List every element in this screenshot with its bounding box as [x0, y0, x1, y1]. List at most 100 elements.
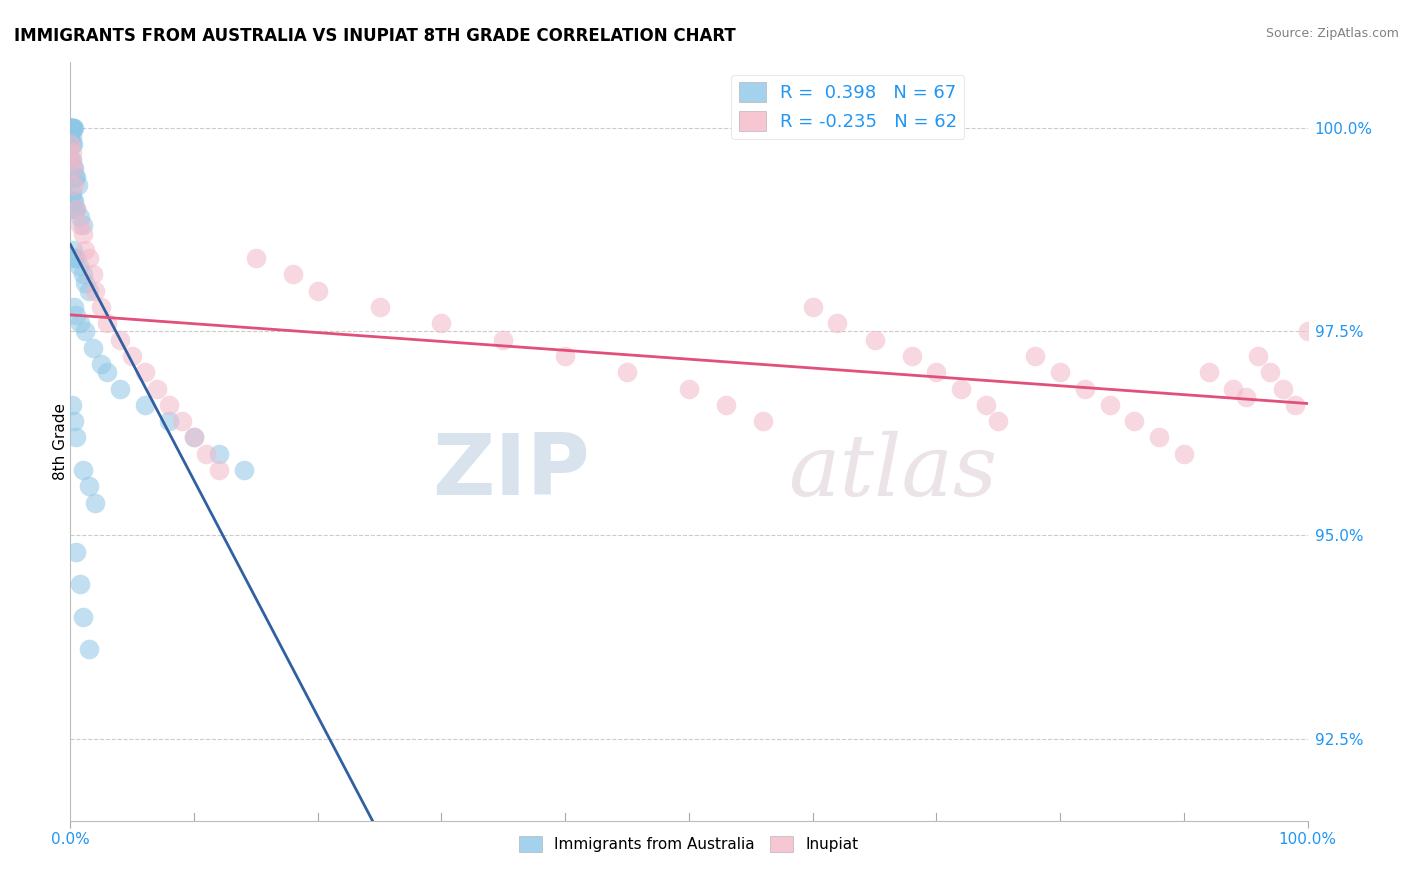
Point: [108, 333, 131, 347]
Point: [65, 544, 87, 558]
Point: [63, 194, 86, 208]
Point: [65, 251, 87, 265]
Point: [368, 300, 391, 314]
Point: [69, 211, 91, 225]
Point: [554, 349, 576, 363]
Point: [69, 577, 91, 591]
Point: [146, 382, 169, 396]
Point: [59, 120, 82, 135]
Point: [96, 365, 118, 379]
Point: [60, 120, 83, 135]
Point: [60, 128, 83, 143]
Point: [72, 268, 94, 282]
Point: [616, 365, 638, 379]
Point: [84, 284, 107, 298]
Point: [974, 398, 997, 412]
Point: [1247, 349, 1270, 363]
Point: [67, 259, 90, 273]
Point: [1173, 447, 1195, 461]
Point: [1296, 325, 1319, 339]
Point: [1198, 365, 1220, 379]
Point: [1222, 382, 1244, 396]
Point: [63, 178, 86, 192]
Point: [195, 447, 218, 461]
Point: [90, 357, 112, 371]
Point: [65, 202, 87, 217]
Point: [121, 349, 143, 363]
Point: [827, 316, 849, 330]
Point: [59, 120, 82, 135]
Point: [62, 136, 84, 151]
Text: ZIP: ZIP: [432, 430, 591, 514]
Point: [75, 276, 97, 290]
Point: [60, 145, 83, 160]
Point: [60, 153, 83, 168]
Point: [1234, 390, 1257, 404]
Point: [801, 300, 824, 314]
Point: [59, 128, 82, 143]
Point: [208, 447, 231, 461]
Point: [77, 284, 100, 298]
Point: [950, 382, 973, 396]
Point: [65, 169, 87, 184]
Point: [77, 251, 100, 265]
Text: atlas: atlas: [787, 431, 997, 513]
Point: [62, 120, 84, 135]
Point: [232, 463, 254, 477]
Y-axis label: 8th Grade: 8th Grade: [52, 403, 67, 480]
Point: [72, 219, 94, 233]
Legend: Immigrants from Australia, Inupiat: Immigrants from Australia, Inupiat: [513, 830, 865, 858]
Point: [84, 496, 107, 510]
Point: [60, 398, 83, 412]
Point: [183, 430, 205, 444]
Point: [62, 161, 84, 176]
Point: [157, 414, 180, 428]
Point: [1024, 349, 1046, 363]
Point: [1147, 430, 1170, 444]
Point: [69, 219, 91, 233]
Point: [108, 382, 131, 396]
Point: [62, 161, 84, 176]
Point: [63, 120, 86, 135]
Point: [1074, 382, 1097, 396]
Point: [134, 398, 156, 412]
Point: [678, 382, 700, 396]
Point: [157, 398, 180, 412]
Point: [62, 243, 84, 257]
Point: [183, 430, 205, 444]
Point: [59, 153, 82, 168]
Point: [65, 169, 87, 184]
Point: [82, 268, 104, 282]
Point: [63, 300, 86, 314]
Point: [925, 365, 948, 379]
Point: [59, 120, 82, 135]
Point: [82, 341, 104, 355]
Point: [1098, 398, 1121, 412]
Point: [65, 202, 87, 217]
Point: [65, 308, 87, 322]
Point: [65, 430, 87, 444]
Point: [307, 284, 329, 298]
Text: Source: ZipAtlas.com: Source: ZipAtlas.com: [1265, 27, 1399, 40]
Point: [60, 186, 83, 200]
Point: [863, 333, 886, 347]
Point: [62, 194, 84, 208]
Point: [752, 414, 775, 428]
Point: [714, 398, 737, 412]
Point: [72, 463, 94, 477]
Point: [65, 202, 87, 217]
Point: [59, 120, 82, 135]
Point: [75, 325, 97, 339]
Point: [77, 642, 100, 657]
Point: [72, 610, 94, 624]
Point: [1049, 365, 1071, 379]
Point: [63, 251, 86, 265]
Point: [60, 120, 83, 135]
Point: [59, 120, 82, 135]
Point: [60, 136, 83, 151]
Point: [72, 227, 94, 241]
Point: [59, 136, 82, 151]
Point: [90, 300, 112, 314]
Point: [63, 161, 86, 176]
Point: [69, 316, 91, 330]
